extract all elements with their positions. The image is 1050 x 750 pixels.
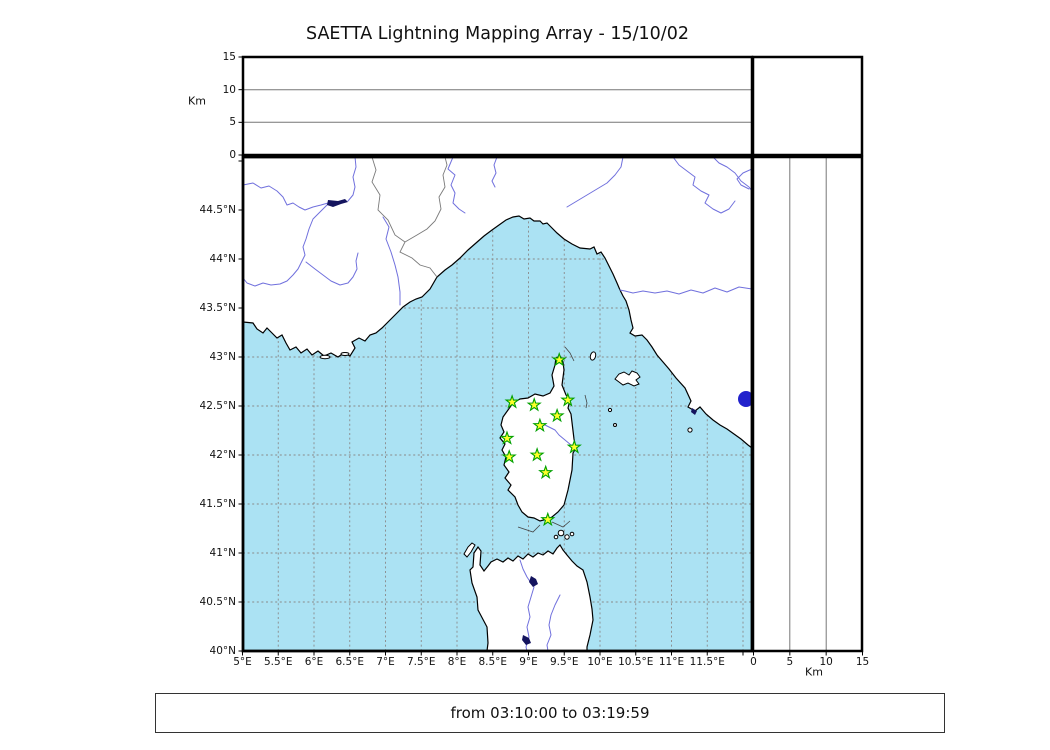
lakes <box>327 199 697 645</box>
lon-tick-label: 9.5°E <box>549 656 579 668</box>
station-marker <box>566 439 582 454</box>
maritime-lines <box>517 346 588 533</box>
lon-tick-label: 8°E <box>447 656 467 668</box>
plot-title: SAETTA Lightning Mapping Array - 15/10/0… <box>306 24 689 44</box>
lon-tick-label: 7.5°E <box>406 656 436 668</box>
lat-tick-label: 41.5°N <box>199 498 236 510</box>
corner-box <box>751 55 864 157</box>
right-panel-axis-label: Km <box>805 665 823 679</box>
station-marker <box>560 392 576 407</box>
axis-ticks <box>238 56 863 656</box>
km-tick-label: 0 <box>750 656 757 668</box>
station-marker <box>540 511 556 527</box>
altitude-tick-label: 5 <box>229 116 236 129</box>
station-marker <box>504 394 520 409</box>
km-tick-label: 5 <box>786 656 794 668</box>
lon-tick-label: 11°E <box>658 656 685 668</box>
altitude-axis-label: Km <box>188 94 206 108</box>
lat-tick-label: 41°N <box>209 547 236 559</box>
lon-tick-label: 6.5°E <box>335 656 365 668</box>
lon-tick-label: 10°E <box>587 656 613 668</box>
lat-tick-label: 42.5°N <box>199 400 236 412</box>
small-islands <box>319 351 693 558</box>
station-marker <box>532 417 548 433</box>
map-panel <box>241 155 754 653</box>
map-border <box>241 155 754 653</box>
lat-tick-label: 43.5°N <box>199 302 236 314</box>
station-marker <box>501 449 517 464</box>
lat-tick-label: 43°N <box>209 351 236 363</box>
station-marker <box>529 446 545 462</box>
lat-tick-label: 40°N <box>209 645 236 657</box>
lon-tick-label: 7°E <box>376 656 395 668</box>
station-stars <box>499 351 582 527</box>
time-range-text: from 03:10:00 to 03:19:59 <box>450 704 650 722</box>
lon-tick-label: 11.5°E <box>689 656 725 668</box>
station-marker <box>538 464 554 480</box>
lon-tick-label: 9°E <box>519 656 538 668</box>
station-marker <box>526 396 542 412</box>
lat-tick-label: 42°N <box>209 449 236 461</box>
km-tick-label: 15 <box>855 656 870 668</box>
station-marker <box>549 407 565 423</box>
altitude-tick-label: 10 <box>222 83 236 96</box>
lake-bolsena-dot <box>738 391 752 407</box>
altitude-longitude-panel <box>241 55 754 157</box>
station-marker <box>499 430 515 445</box>
lat-tick-label: 44.5°N <box>199 204 236 216</box>
altitude-tick-label: 0 <box>229 149 236 161</box>
lon-tick-label: 6°E <box>304 656 324 668</box>
lat-tick-label: 40.5°N <box>199 596 236 608</box>
rivers <box>243 157 752 651</box>
lon-tick-label: 5.5°E <box>263 656 293 668</box>
lat-tick-label: 44°N <box>209 253 236 265</box>
lon-tick-label: 10.5°E <box>618 656 654 668</box>
km-tick-label: 10 <box>819 656 833 668</box>
lon-tick-label: 8.5°E <box>478 656 508 668</box>
country-borders <box>371 157 448 278</box>
lon-tick-label: 5°E <box>233 656 252 668</box>
altitude-latitude-panel <box>751 155 864 653</box>
time-range-box: from 03:10:00 to 03:19:59 <box>155 693 945 733</box>
altitude-tick-label: 15 <box>222 51 236 63</box>
station-marker <box>551 351 567 367</box>
